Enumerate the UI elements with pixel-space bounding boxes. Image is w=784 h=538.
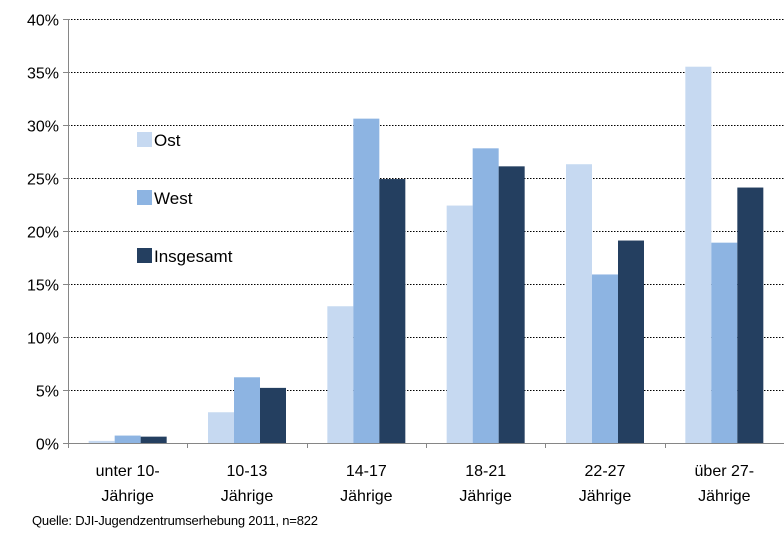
- x-tick-label: Jährige: [698, 488, 751, 505]
- bar-ost-2: [327, 306, 354, 443]
- x-tick-label: Jährige: [459, 488, 512, 505]
- x-tick-label: Jährige: [579, 488, 632, 505]
- bar-west-4: [592, 274, 618, 443]
- x-tick-label: Jährige: [340, 488, 393, 505]
- x-tick-label: 10-13: [227, 463, 268, 480]
- y-axis-tick-labels: 0% 5% 10% 15% 20% 25% 30% 35% 40%: [27, 13, 59, 454]
- x-tick-label: Jährige: [221, 488, 274, 505]
- bar-insgesamt-2: [379, 179, 406, 443]
- gridlines: [68, 19, 784, 391]
- legend-swatch-ost: [137, 132, 152, 147]
- legend-label-insgesamt: Insgesamt: [154, 247, 233, 266]
- bar-ost-0: [88, 440, 115, 443]
- bar-insgesamt-1: [260, 387, 286, 443]
- x-tick-label: unter 10-: [96, 463, 160, 480]
- bar-west-1: [234, 377, 260, 443]
- bar-west-5: [711, 242, 738, 443]
- bar-insgesamt-0: [140, 436, 167, 443]
- bar-ost-1: [208, 412, 234, 443]
- legend-swatch-west: [137, 190, 152, 205]
- bar-insgesamt-3: [498, 166, 525, 443]
- y-tick-label: 35%: [27, 66, 59, 83]
- legend-label-west: West: [154, 189, 193, 208]
- x-tick-label: 14-17: [346, 463, 387, 480]
- y-tick-label: 15%: [27, 278, 59, 295]
- source-note: Quelle: DJI-Jugendzentrumserhebung 2011,…: [32, 513, 318, 528]
- x-tick-label: über 27-: [695, 463, 755, 480]
- x-tick-label: 22-27: [585, 463, 626, 480]
- bar-ost-5: [685, 66, 712, 443]
- x-tick-label: Jährige: [101, 488, 154, 505]
- bar-ost-4: [566, 164, 592, 443]
- legend-swatch-insgesamt: [137, 248, 152, 263]
- legend-label-ost: Ost: [154, 131, 181, 150]
- bar-west-2: [353, 118, 380, 443]
- y-tick-label: 40%: [27, 13, 59, 30]
- bar-west-3: [472, 148, 499, 443]
- legend: Ost West Insgesamt: [137, 131, 233, 266]
- y-tick-label: 5%: [36, 384, 59, 401]
- y-tick-label: 0%: [36, 437, 59, 454]
- bars: [88, 66, 764, 443]
- axes: [63, 19, 784, 448]
- x-tick-label: 18-21: [465, 463, 506, 480]
- bar-insgesamt-5: [737, 187, 764, 443]
- y-tick-label: 20%: [27, 225, 59, 242]
- bar-west-0: [114, 435, 141, 443]
- x-axis-tick-labels: unter 10- Jährige 10-13 Jährige 14-17 Jährige…: [96, 463, 754, 505]
- bar-ost-3: [446, 205, 473, 443]
- y-tick-label: 25%: [27, 172, 59, 189]
- y-tick-label: 30%: [27, 119, 59, 136]
- y-tick-label: 10%: [27, 331, 59, 348]
- bar-insgesamt-4: [618, 240, 644, 443]
